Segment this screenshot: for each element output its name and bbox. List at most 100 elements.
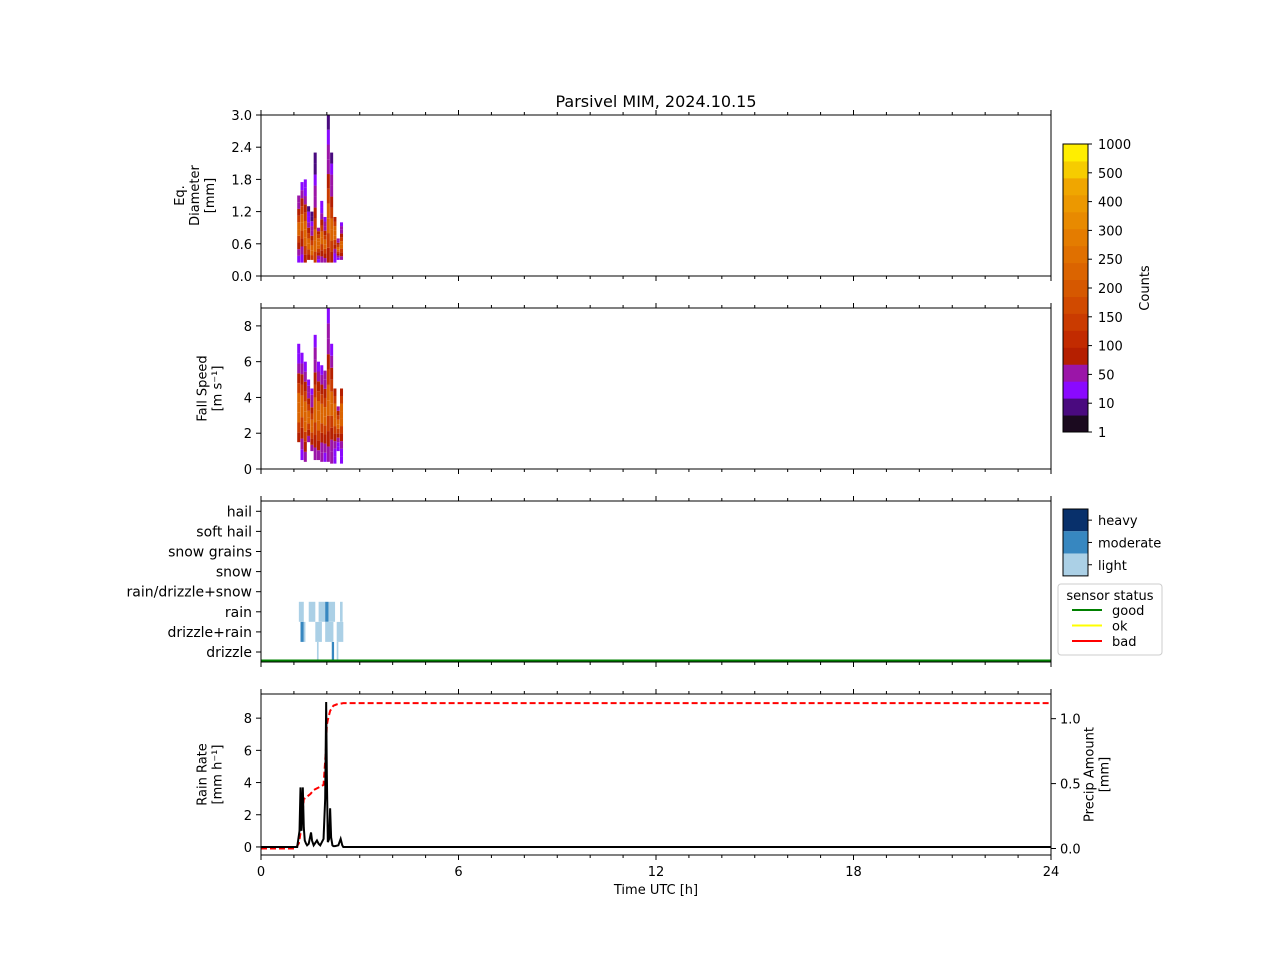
heatmap-cell xyxy=(323,216,327,222)
heatmap-cell xyxy=(303,204,307,213)
heatmap-cell xyxy=(307,222,311,228)
precip-type-cell xyxy=(303,621,306,642)
heatmap-cell xyxy=(310,444,314,452)
colorbar-segment xyxy=(1063,313,1088,331)
heatmap-cell xyxy=(297,363,301,374)
heatmap-cell xyxy=(320,256,324,263)
chart-title: Parsivel MIM, 2024.10.15 xyxy=(555,92,756,111)
heatmap-cell xyxy=(330,185,334,197)
heatmap-cell xyxy=(313,435,317,448)
heatmap-cell xyxy=(303,361,307,372)
colorbar-segment xyxy=(1063,364,1088,382)
heatmap-cell xyxy=(307,211,311,217)
y-axis-label: [m s⁻¹] xyxy=(211,366,226,412)
heatmap-cell xyxy=(300,198,304,207)
heatmap-cell xyxy=(340,233,344,238)
heatmap-cell xyxy=(340,418,344,427)
heatmap-cell xyxy=(307,410,311,418)
heatmap-cell xyxy=(330,391,334,404)
heatmap-cell xyxy=(300,363,304,375)
precip-type-cell xyxy=(328,601,336,622)
intensity-label: light xyxy=(1098,559,1127,574)
axes-frame xyxy=(260,307,1052,470)
heatmap-cell xyxy=(323,388,327,398)
colorbar-tick-label: 250 xyxy=(1098,253,1123,268)
colorbar-segment xyxy=(1063,194,1088,213)
axes-frame xyxy=(260,114,1052,277)
heatmap-cell xyxy=(313,229,317,241)
precip-type-cell xyxy=(316,642,319,662)
heatmap-cell xyxy=(313,174,317,186)
colorbar-tick-label: 50 xyxy=(1098,368,1115,383)
colorbar-tick-label: 150 xyxy=(1098,311,1123,326)
heatmap-cell xyxy=(340,448,344,457)
precip-type-cell xyxy=(318,601,326,622)
heatmap-cell xyxy=(326,159,330,175)
heatmap-cell xyxy=(320,394,324,404)
precip-type-cell xyxy=(336,621,344,642)
heatmap-cell xyxy=(340,248,344,253)
heatmap-cell xyxy=(310,211,314,217)
y-tick-label: 8 xyxy=(244,320,252,335)
heatmap-cell xyxy=(310,230,314,236)
heatmap-cell xyxy=(330,163,334,175)
heatmap-cell xyxy=(300,238,304,247)
heatmap-cell xyxy=(300,374,304,385)
colorbar-tick-label: 1000 xyxy=(1098,138,1131,153)
heatmap-cell xyxy=(336,433,340,438)
heatmap-cell xyxy=(316,371,320,382)
colorbar-segment xyxy=(1063,160,1088,179)
y-axis-label: Rain Rate xyxy=(196,743,211,806)
heatmap-cell xyxy=(326,323,330,339)
heatmap-cell xyxy=(336,406,340,411)
heatmap-cell xyxy=(320,250,324,257)
y-axis-label: Diameter xyxy=(188,165,203,226)
heatmap-cell xyxy=(333,244,337,249)
intensity-swatch xyxy=(1063,509,1088,532)
heatmap-cell xyxy=(310,216,314,222)
heatmap-cell xyxy=(330,174,334,186)
heatmap-cell xyxy=(310,432,314,439)
heatmap-cell xyxy=(300,427,304,439)
heatmap-cell xyxy=(310,235,314,241)
heatmap-cell xyxy=(323,370,327,380)
colorbar-tick-label: 500 xyxy=(1098,167,1123,182)
heatmap-cell xyxy=(320,213,324,220)
counts-colorbar: 1 10 50 100 150 200 250 300 400 500 1000 Counts xyxy=(1062,138,1153,441)
heatmap-cell xyxy=(316,245,320,249)
precip-type-cell xyxy=(325,601,329,622)
heatmap-cell xyxy=(313,196,317,208)
heatmap-cell xyxy=(310,388,314,395)
heatmap-cell xyxy=(333,216,337,222)
heatmap-cell xyxy=(323,397,327,408)
heatmap-cell xyxy=(313,152,317,164)
heatmap-cell xyxy=(340,456,344,464)
y2-tick-label: 0.5 xyxy=(1060,778,1081,793)
colorbar-segment xyxy=(1063,330,1088,348)
heatmap-cell xyxy=(310,413,314,420)
heatmap-cell xyxy=(307,385,311,393)
heatmap-cell xyxy=(323,416,327,426)
heatmap-cell xyxy=(303,401,307,412)
heatmap-cell xyxy=(330,229,334,241)
precip-type-cell xyxy=(308,601,316,622)
colorbar-segment xyxy=(1063,415,1088,433)
heatmap-cell xyxy=(303,441,307,452)
heatmap-cell xyxy=(313,422,317,436)
heatmap-cell xyxy=(310,407,314,414)
heatmap-cell xyxy=(313,347,317,360)
heatmap-cell xyxy=(297,242,301,250)
heatmap-cell xyxy=(336,419,340,425)
precip-type-label: snow xyxy=(216,565,252,581)
y-axis-label: Eq. xyxy=(173,185,188,206)
colorbar-tick-label: 200 xyxy=(1098,282,1123,297)
heatmap-cell xyxy=(300,182,304,191)
heatmap-cell xyxy=(307,216,311,223)
heatmap-cell xyxy=(307,206,311,212)
heatmap-cell xyxy=(307,398,311,405)
heatmap-cell xyxy=(326,446,330,462)
heatmap-cell xyxy=(297,412,301,423)
y-tick-label: 2 xyxy=(244,427,252,442)
